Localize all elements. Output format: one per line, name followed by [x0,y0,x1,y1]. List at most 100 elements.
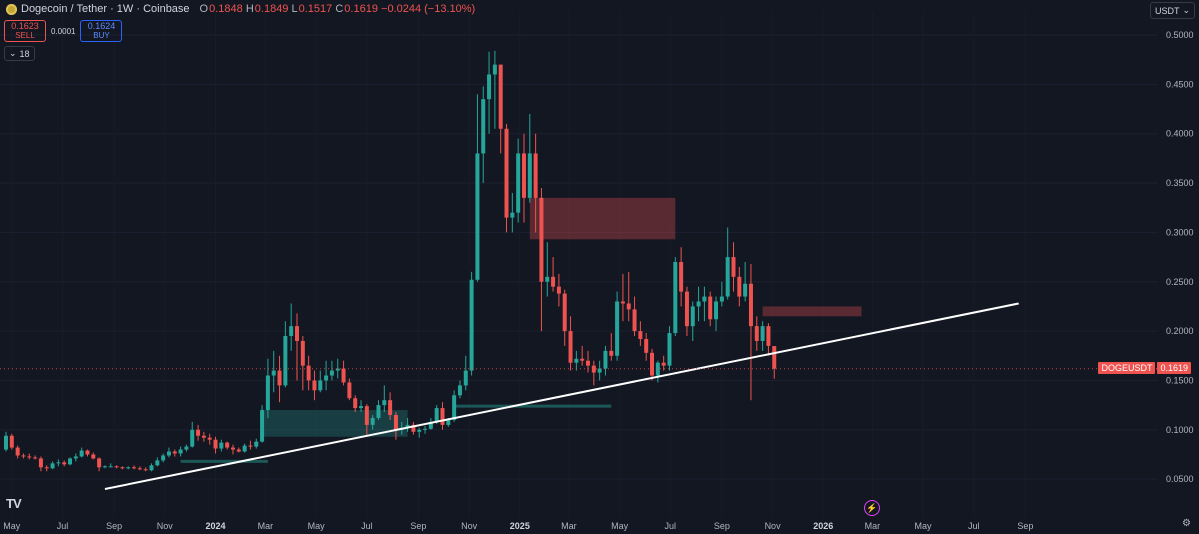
candle [27,453,32,460]
ohlc-values: O0.1848 H0.1849 L0.1517 C0.1619 −0.0244 … [199,3,476,15]
lightning-icon[interactable]: ⚡ [864,500,880,516]
candle [411,421,416,435]
candle [673,257,678,337]
y-tick-label: 0.3500 [1166,178,1194,188]
candle-body [347,382,352,399]
candle [545,242,550,297]
candle [85,449,90,457]
trade-buttons: 0.1623 SELL 0.0001 0.1624 BUY [4,20,123,42]
candle [318,370,323,393]
candle [21,453,26,459]
candle [609,333,614,361]
candle-body [551,276,556,287]
x-tick-label: Mar [865,521,881,531]
candle-body [539,197,544,282]
candle-body [615,301,620,356]
x-tick-label: Nov [765,521,782,531]
x-tick-label: May [915,521,933,531]
candle-body [725,257,730,297]
candle-body [382,400,387,406]
candle-body [190,429,195,447]
candle-body [702,296,707,302]
buy-button[interactable]: 0.1624 BUY [80,20,123,42]
candle-body [277,370,282,386]
candle [510,192,515,233]
candle [457,380,462,399]
candle-body [50,463,55,469]
candle [655,360,660,383]
candle [161,453,166,463]
candle-body [748,283,753,327]
candle [15,445,20,459]
candle [289,303,294,351]
candle-body [527,153,532,198]
candle-body [510,212,515,218]
candle [650,348,655,381]
candle [132,465,137,470]
sell-button[interactable]: 0.1623 SELL [4,20,46,42]
candle-body [283,336,288,386]
candle [469,271,474,376]
candle [661,355,666,371]
candle [696,286,701,322]
chevron-down-icon: ⌄ [1182,5,1190,15]
candle-body [318,380,323,391]
spread-value: 0.0001 [51,26,76,36]
close-value: 0.1619 [344,3,378,15]
candle [184,444,189,452]
candle-body [236,449,241,452]
tradingview-logo[interactable]: TV [6,496,22,511]
candle [772,346,777,379]
x-axis[interactable]: May Jul Sep Nov 2024 Mar May Jul Sep Nov 2025 Mar Ma… [3,521,1033,531]
candle [533,133,538,233]
candle [283,321,288,388]
candle [97,457,102,472]
price-tag-value: 0.1619 [1157,362,1191,374]
high-value: 0.1849 [254,3,289,15]
candle [487,51,492,134]
candle [423,425,428,434]
trendline[interactable] [104,302,1019,490]
symbol-title[interactable]: Dogecoin / Tether · 1W · Coinbase [21,3,190,15]
candle-body [597,368,602,373]
candle [428,417,433,430]
settings-icon[interactable]: ⚙ [1182,518,1191,529]
candle-body [446,419,451,425]
candle-body [21,455,26,457]
x-tick-label: Nov [461,521,478,531]
candle-body [661,362,666,366]
candle-body [242,445,247,452]
indicators-toggle[interactable]: ⌄ 18 [4,46,35,61]
candle [393,412,398,440]
candle [300,336,305,391]
candle [481,86,486,184]
candle [56,459,61,467]
y-tick-label: 0.1500 [1166,375,1194,385]
candle [748,263,753,401]
candle [254,438,259,449]
change-value: −0.0244 (−13.10%) [381,3,476,15]
candle [364,404,369,435]
y-axis[interactable]: 0.5000 0.4500 0.4000 0.3500 0.3000 0.2500 0.20… [1158,0,1199,534]
candle-body [591,365,596,373]
candle [312,370,317,401]
candle-body [638,331,643,339]
currency-selector[interactable]: USDT ⌄ [1149,2,1195,19]
candle-body [85,450,90,455]
candle [324,360,329,391]
candle-body [679,262,684,292]
candle [731,242,736,292]
candle [335,358,340,379]
candle-body [417,429,422,432]
candle [743,262,748,302]
candle-body [143,469,148,471]
symbol-legend: Dogecoin / Tether · 1W · Coinbase O0.184… [6,3,475,15]
candle-body [743,283,748,297]
candle-body [73,456,78,459]
candle [178,446,183,457]
candle-body [341,368,346,383]
x-tick-label: May [611,521,629,531]
candle-body [568,331,573,363]
candle-body [166,451,171,456]
